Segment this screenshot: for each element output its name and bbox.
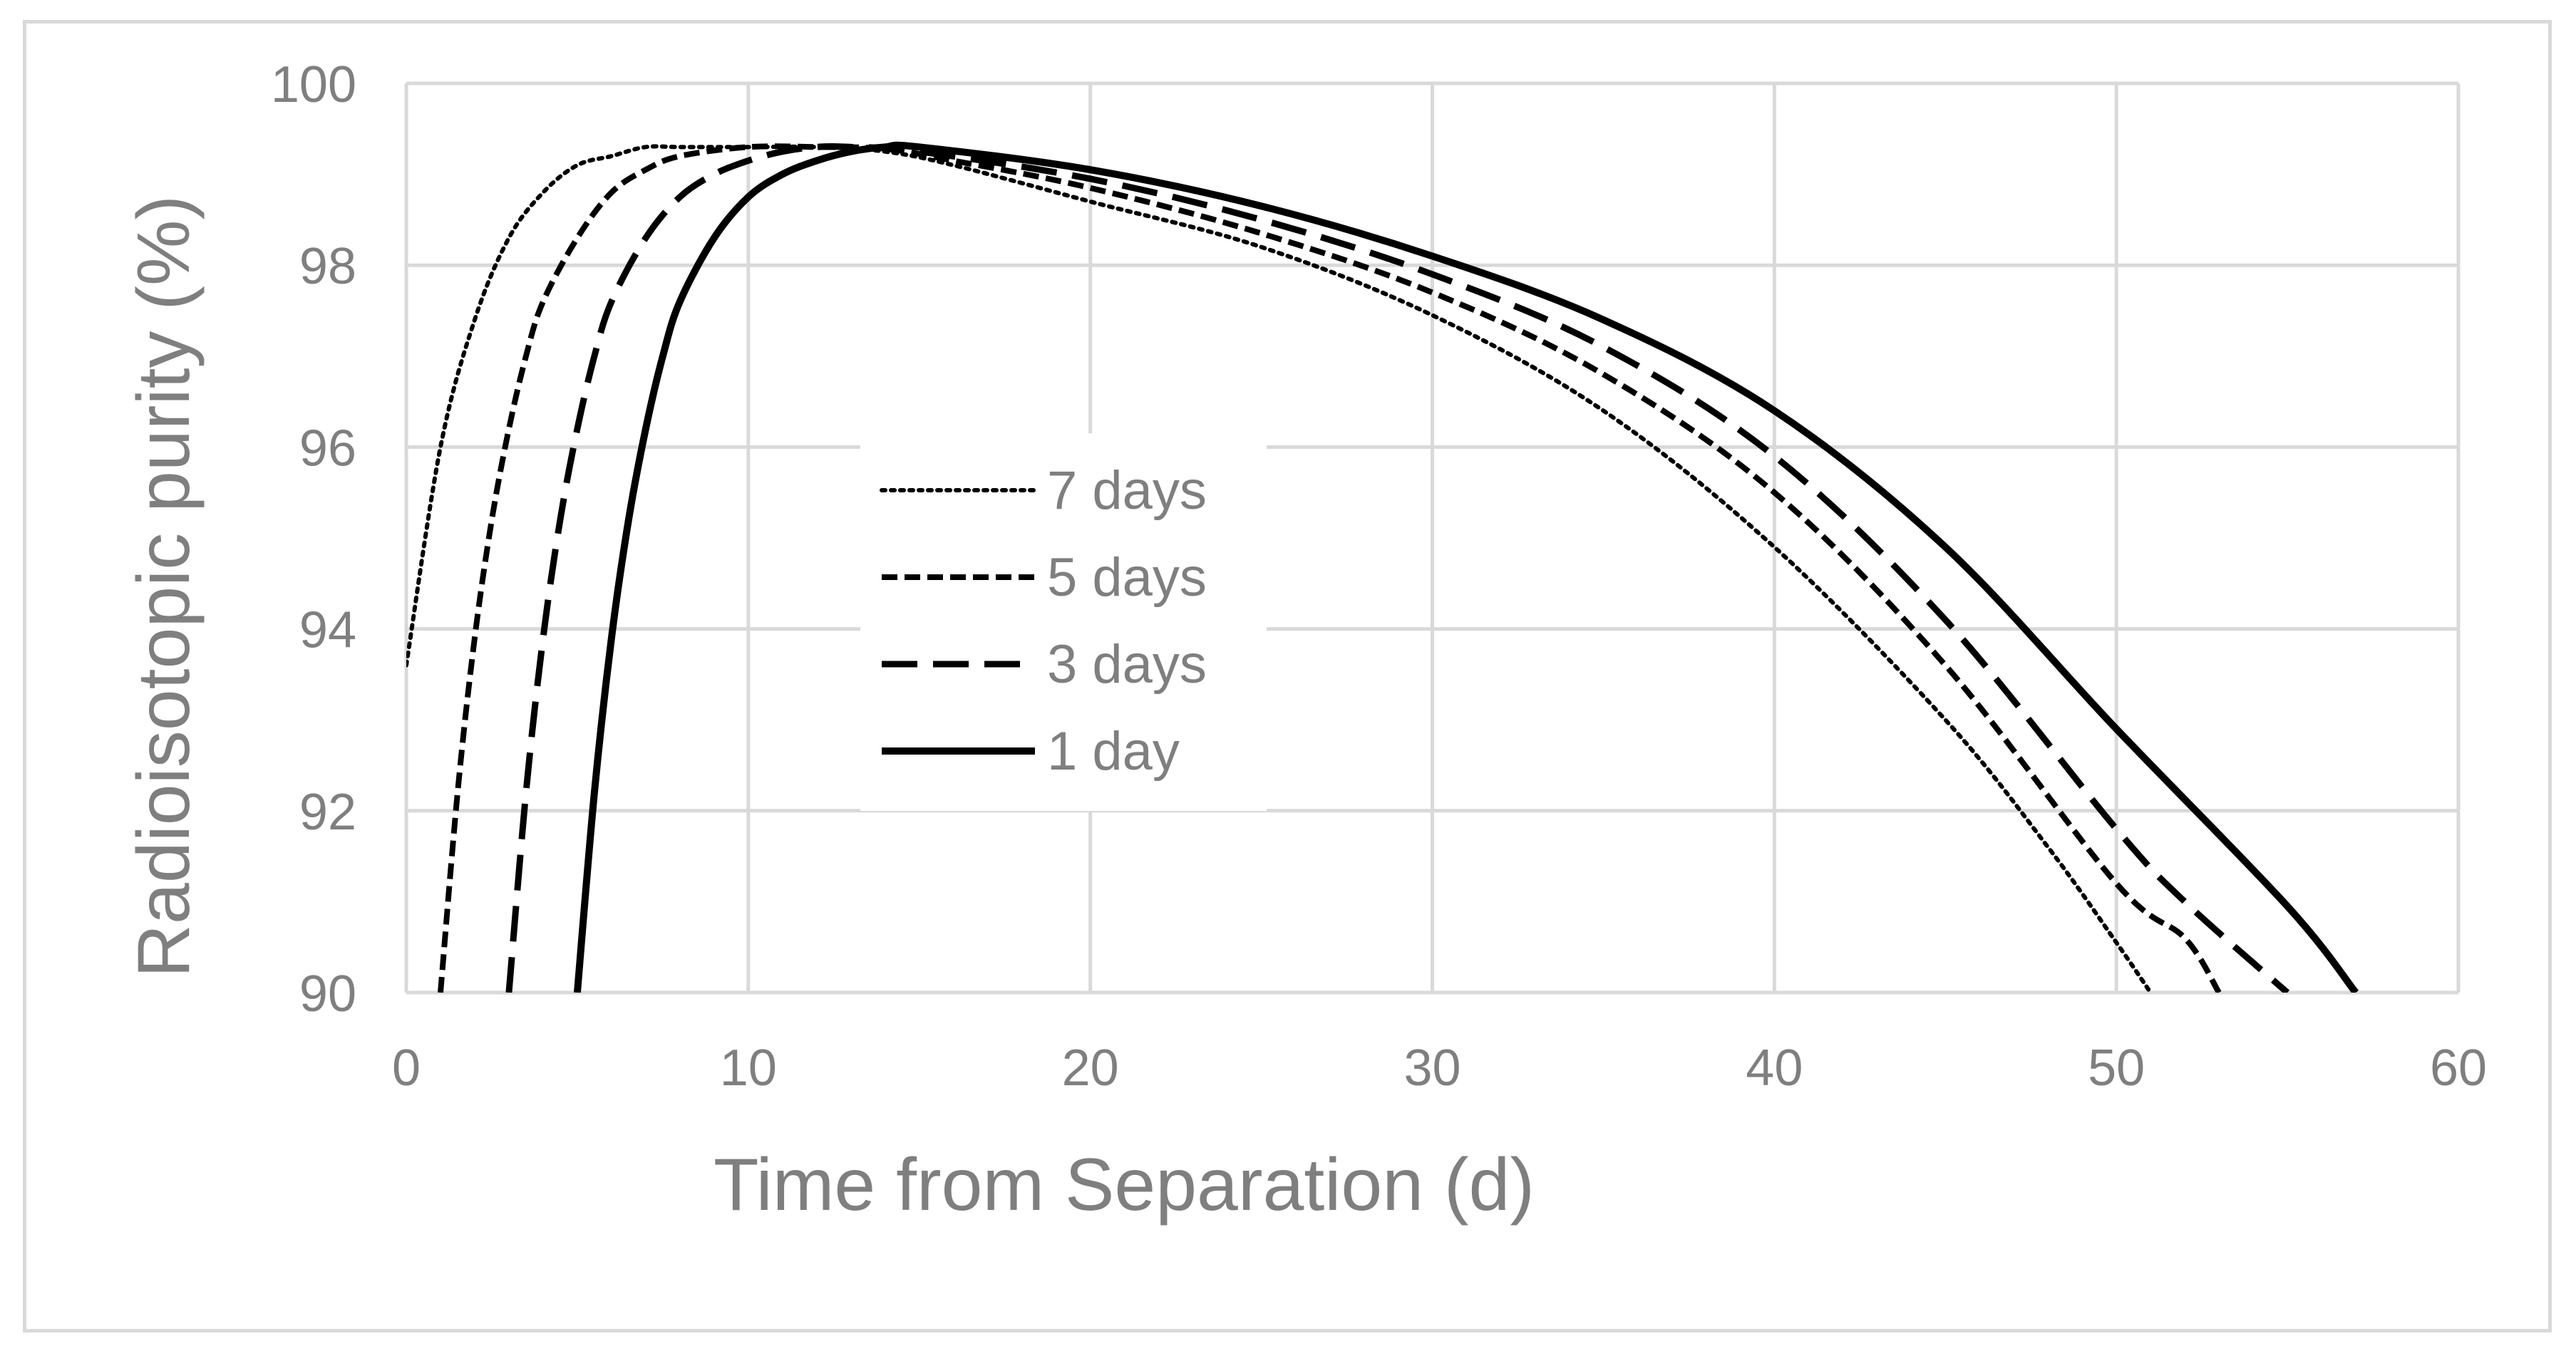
series-lines xyxy=(406,141,2359,993)
series-line-2 xyxy=(437,143,2222,993)
gridlines xyxy=(404,81,2461,995)
series-line-4 xyxy=(573,141,2359,993)
x-axis-title: Time from Separation (d) xyxy=(713,1144,1535,1226)
y-axis-title: Radioisotopic purity (%) xyxy=(123,195,205,978)
x-tick-label: 20 xyxy=(1062,1040,1119,1097)
legend-label: 3 days xyxy=(1047,634,1207,695)
legend-label: 5 days xyxy=(1047,547,1207,608)
x-tick-label: 30 xyxy=(1403,1040,1460,1097)
y-tick-label: 90 xyxy=(299,966,356,1023)
series-line-1 xyxy=(406,144,2153,993)
series-line-3 xyxy=(505,143,2290,993)
x-tick-label: 0 xyxy=(392,1040,421,1097)
y-tick-label: 98 xyxy=(299,238,356,295)
tick-labels: 0 10 20 30 40 50 60 90 92 94 96 98 100 xyxy=(271,56,2487,1097)
y-tick-label: 92 xyxy=(299,784,356,841)
x-tick-label: 10 xyxy=(720,1040,777,1097)
line-chart: 0 10 20 30 40 50 60 90 92 94 96 98 100 7 days 5 days 3… xyxy=(123,56,2487,1226)
y-tick-label: 94 xyxy=(299,602,356,659)
legend-label: 1 day xyxy=(1047,721,1180,782)
legend-label: 7 days xyxy=(1047,460,1207,521)
chart-frame: 0 10 20 30 40 50 60 90 92 94 96 98 100 7 days 5 days 3… xyxy=(23,20,2552,1332)
x-tick-label: 50 xyxy=(2088,1040,2145,1097)
y-tick-label: 96 xyxy=(299,420,356,477)
y-tick-label: 100 xyxy=(271,56,356,113)
x-tick-label: 60 xyxy=(2430,1040,2487,1097)
legend: 7 days 5 days 3 days 1 day xyxy=(880,460,1207,782)
x-tick-label: 40 xyxy=(1746,1040,1803,1097)
